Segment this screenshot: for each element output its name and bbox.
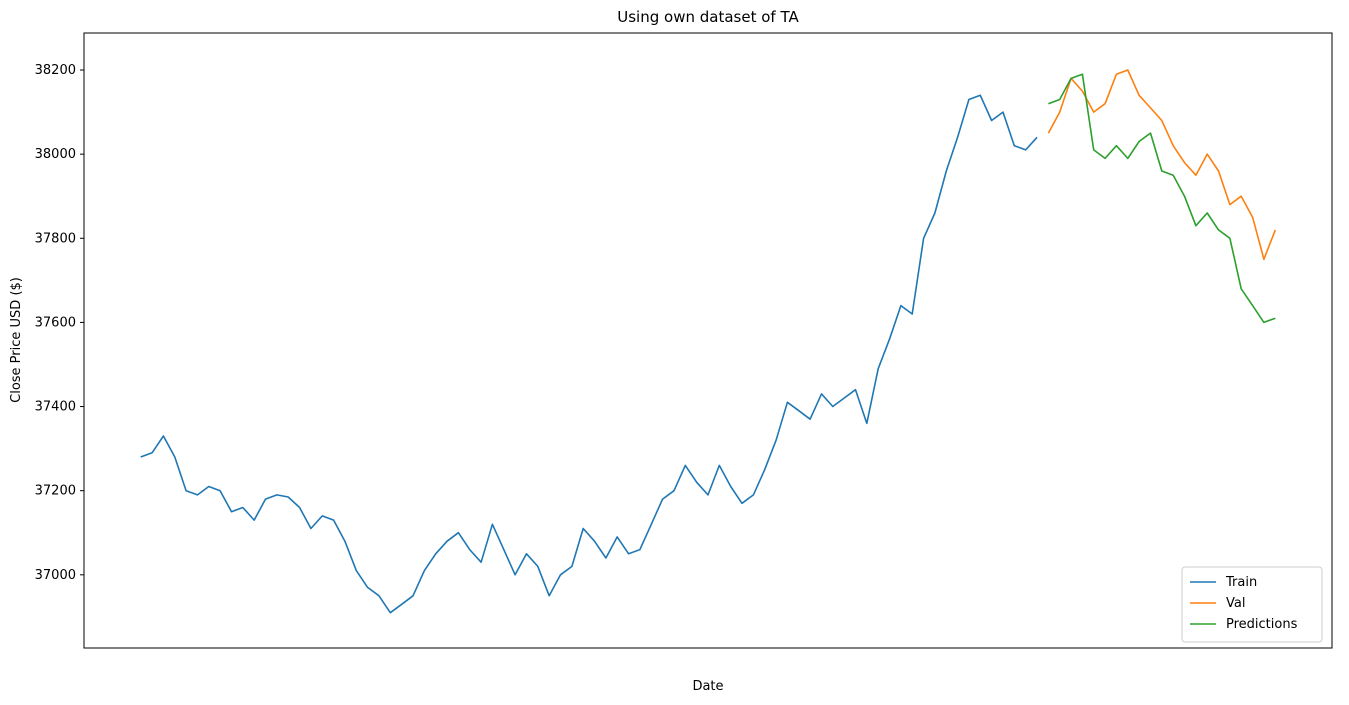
plot-frame — [83, 32, 1333, 649]
y-tick-label: 37200 — [35, 484, 76, 499]
legend-label: Predictions — [1226, 617, 1298, 632]
y-tick-label: 37600 — [35, 315, 76, 330]
legend: Train Val Predictions — [1181, 566, 1323, 643]
y-tick-label: 38200 — [35, 63, 76, 78]
x-axis-label: Date — [692, 679, 723, 694]
chart-title: Using own dataset of TA — [617, 8, 799, 26]
legend-label: Train — [1225, 575, 1257, 590]
y-tick-label: 38000 — [35, 147, 76, 162]
y-axis-label: Close Price USD ($) — [9, 277, 24, 403]
y-tick-label: 37400 — [35, 400, 76, 415]
series-line — [1048, 73, 1276, 324]
series-line — [140, 94, 1038, 614]
legend-box — [1181, 566, 1323, 643]
y-tick-label: 37800 — [35, 231, 76, 246]
y-tick-label: 37000 — [35, 568, 76, 583]
legend-label: Val — [1226, 596, 1245, 611]
series-line — [1047, 69, 1277, 261]
